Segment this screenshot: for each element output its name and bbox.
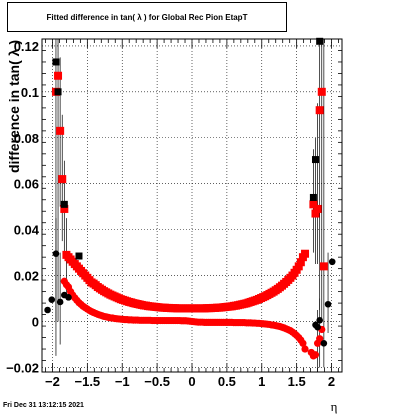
footer-timestamp: Fri Dec 31 13:12:15 2021 [3,402,84,409]
black-circle-point [314,323,321,331]
black-circle-point [52,250,60,258]
red-circle-point [311,351,320,359]
y-axis-label: difference in tan( λ ) [6,40,22,173]
red-square-point [317,87,326,96]
black-circle-point [320,339,328,347]
black-circle-point [324,300,332,308]
red-square-point [58,175,67,184]
x-tick-label: −0.5 [144,374,170,389]
y-tick-label: 0.06 [14,177,39,192]
red-square-point [60,204,69,213]
black-circle-point [56,298,64,306]
chart-title: Fitted difference in tan( λ ) for Global… [46,12,248,22]
x-tick-label: 1 [258,374,265,389]
black-square-point [309,193,317,201]
y-tick-label: 0.04 [14,223,40,238]
black-square-point [52,58,60,66]
black-circle-point [316,317,323,324]
red-square-point [315,106,324,115]
x-tick-label: 0.5 [218,374,236,389]
red-square-point [301,249,310,258]
red-circle-point [299,339,307,347]
y-tick-label: −0.02 [6,360,39,375]
red-circle-point [316,335,324,343]
black-circle-point [48,296,56,303]
red-circle-point [301,345,309,353]
x-tick-label: 1.5 [288,374,306,389]
black-circle-point [65,294,72,301]
black-square-point [60,200,68,208]
red-square-point [319,262,328,271]
black-square-point [316,37,324,45]
red-square-point [294,262,303,271]
black-square-point [311,156,319,164]
black-circle-point [44,306,51,314]
y-tick-label: 0 [32,314,39,329]
y-tick-label: 0.02 [14,269,39,284]
x-tick-label: −1 [115,374,130,389]
red-square-point [54,71,63,80]
black-circle-point [328,258,336,266]
red-square-point [313,204,322,213]
red-square-point [296,258,305,267]
black-square-point [54,88,62,96]
black-square-point [75,252,83,260]
y-tick-label: 0.08 [14,131,39,146]
red-square-point [56,126,65,135]
x-tick-label: 0 [188,374,195,389]
red-square-point [311,209,320,218]
y-tick-label: 0.12 [14,39,39,54]
y-tick-label: 0.1 [21,85,39,100]
red-square-point [309,200,318,209]
x-tick-label: −2 [45,374,60,389]
x-axis-label: η [331,399,338,414]
chart-title-box: Fitted difference in tan( λ ) for Global… [7,2,287,32]
x-tick-label: 2 [328,374,335,389]
x-tick-label: −1.5 [75,374,101,389]
